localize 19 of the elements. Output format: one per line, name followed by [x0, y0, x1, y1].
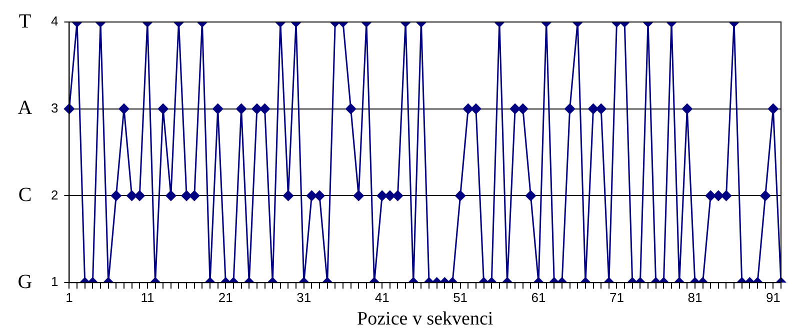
x-tick-label: 51	[453, 290, 468, 305]
x-tick-label: 31	[296, 290, 312, 305]
y-tick-label: 4	[50, 14, 58, 29]
x-tick-label: 61	[531, 290, 546, 305]
text: A	[18, 97, 33, 120]
x-tick-label: 41	[374, 290, 390, 305]
text: G	[18, 270, 32, 293]
x-tick-label: 71	[610, 290, 624, 305]
y-tick-label: 3	[50, 100, 58, 116]
x-tick-label: 1	[66, 290, 73, 305]
y-tick-label: 1	[50, 274, 58, 290]
x-tick-label: 21	[218, 290, 233, 305]
text: T	[18, 10, 32, 32]
x-tick-label: 11	[140, 290, 154, 305]
x-tick-label: 91	[766, 290, 780, 305]
x-axis-title: Pozice v sekvenci	[357, 308, 494, 330]
text: C	[18, 184, 32, 206]
x-tick-label: 81	[688, 290, 702, 305]
y-tick-label: 2	[50, 187, 58, 202]
